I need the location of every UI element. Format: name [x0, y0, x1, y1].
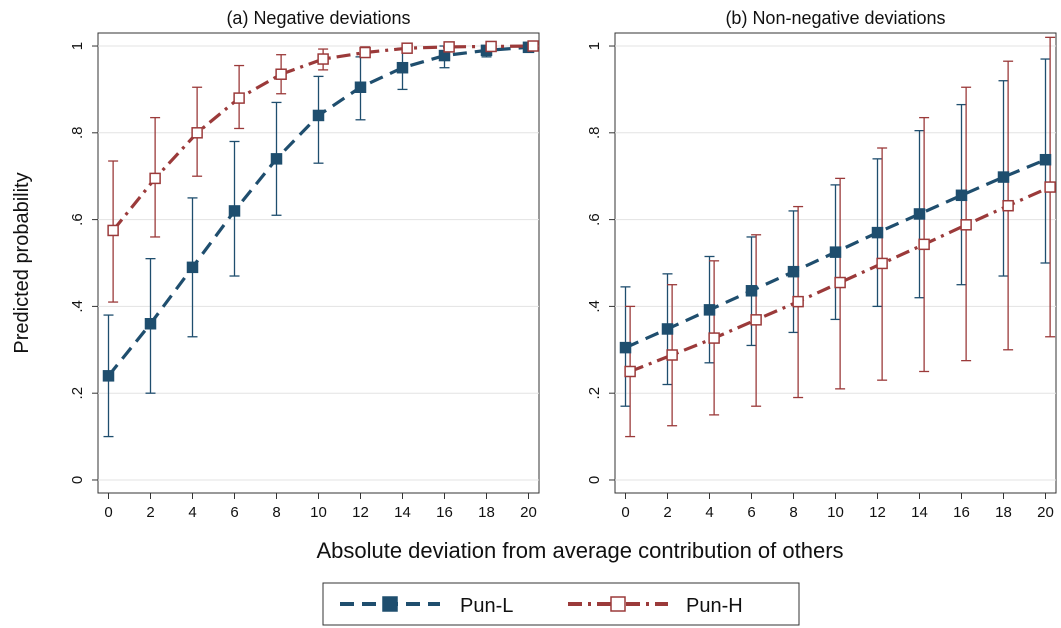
- y-tick-label-a: .8: [69, 127, 86, 140]
- marker-pun-l: [703, 304, 716, 316]
- marker-pun-h: [666, 349, 678, 361]
- marker-pun-h: [1002, 199, 1014, 212]
- marker-pun-h: [624, 365, 636, 378]
- x-tick-label-a: 12: [352, 504, 369, 521]
- marker-pun-l: [102, 370, 115, 382]
- marker-pun-l: [745, 285, 758, 297]
- y-tick-label-a: 1: [69, 42, 86, 50]
- x-tick-label-b: 20: [1037, 504, 1054, 521]
- y-axis-label: Predicted probability: [11, 172, 33, 353]
- x-tick-label-b: 8: [789, 504, 797, 521]
- y-tick-label-a: 0: [69, 476, 86, 484]
- x-tick-label-b: 16: [953, 504, 970, 521]
- marker-pun-l: [997, 171, 1010, 183]
- marker-pun-h: [233, 92, 245, 104]
- x-tick-label-a: 0: [104, 504, 112, 521]
- y-tick-label-a: .2: [69, 387, 86, 400]
- legend-label-pun-h: Pun-H: [686, 595, 743, 617]
- x-tick-label-b: 14: [911, 504, 928, 521]
- x-axis-label: Absolute deviation from average contribu…: [316, 538, 843, 563]
- marker-pun-h: [708, 332, 720, 344]
- marker-pun-l: [354, 81, 367, 93]
- legend-marker-pun-h: [610, 596, 626, 612]
- marker-pun-h: [359, 46, 371, 59]
- x-tick-label-b: 2: [663, 504, 671, 521]
- marker-pun-l: [1039, 153, 1052, 166]
- marker-pun-h: [191, 127, 203, 139]
- marker-pun-h: [527, 40, 539, 52]
- marker-pun-l: [312, 109, 325, 122]
- marker-pun-h: [792, 295, 804, 308]
- marker-pun-l: [228, 205, 241, 217]
- panel-non-negative-deviations: (b) Non-negative deviations 0 .2 .4 .6 .8 1 0…: [586, 8, 1057, 521]
- marker-pun-l: [396, 61, 409, 74]
- x-tick-label-a: 20: [520, 504, 537, 521]
- marker-pun-h: [317, 53, 329, 65]
- marker-pun-l: [270, 153, 283, 165]
- x-tick-label-b: 10: [827, 504, 844, 521]
- x-tick-label-b: 12: [869, 504, 886, 521]
- x-tick-label-a: 16: [436, 504, 453, 521]
- marker-pun-l: [144, 318, 157, 330]
- y-tick-label-b: 0: [586, 476, 603, 484]
- legend-marker-pun-l: [382, 596, 398, 612]
- marker-pun-h: [876, 257, 888, 270]
- marker-pun-h: [275, 68, 287, 80]
- x-tick-label-a: 8: [272, 504, 280, 521]
- x-tick-label-b: 6: [747, 504, 755, 521]
- legend: Pun-L Pun-H: [322, 582, 800, 626]
- y-tick-label-a: .4: [69, 300, 86, 313]
- panel-title-b: (b) Non-negative deviations: [725, 8, 945, 28]
- marker-pun-l: [186, 261, 199, 274]
- marker-pun-h: [1044, 181, 1056, 193]
- x-tick-label-b: 0: [621, 504, 629, 521]
- marker-pun-h: [918, 238, 930, 251]
- series-line-pun-h: [111, 44, 534, 232]
- panel-negative-deviations: (a) Negative deviations 0 .2 .4 .6 .8 1 0 2 4 6 8…: [69, 8, 540, 521]
- x-tick-label-b: 18: [995, 504, 1012, 521]
- marker-pun-l: [871, 226, 884, 239]
- y-tick-label-b: .4: [586, 300, 603, 313]
- legend-label-pun-l: Pun-L: [460, 595, 513, 617]
- marker-pun-l: [619, 341, 632, 354]
- y-tick-label-b: .6: [586, 213, 603, 226]
- x-tick-label-a: 18: [478, 504, 495, 521]
- marker-pun-l: [829, 246, 842, 258]
- y-tick-label-b: .2: [586, 387, 603, 400]
- x-tick-label-a: 4: [188, 504, 196, 521]
- marker-pun-l: [661, 323, 674, 335]
- y-tick-label-a: .6: [69, 213, 86, 226]
- markers-a: [102, 40, 539, 382]
- marker-pun-h: [443, 41, 455, 53]
- y-tick-label-b: .8: [586, 127, 603, 140]
- marker-pun-h: [149, 172, 161, 185]
- x-tick-label-a: 6: [230, 504, 238, 521]
- series-line-pun-h: [629, 185, 1051, 373]
- y-ticks-b: 0 .2 .4 .6 .8 1: [586, 42, 615, 484]
- marker-pun-h: [834, 276, 846, 289]
- marker-pun-h: [401, 42, 413, 54]
- y-ticks-a: 0 .2 .4 .6 .8 1: [69, 42, 98, 484]
- legend-item-pun-l: Pun-L: [340, 595, 513, 617]
- x-tick-label-a: 14: [394, 504, 411, 521]
- marker-pun-h: [107, 224, 119, 237]
- marker-pun-h: [750, 314, 762, 326]
- marker-pun-l: [955, 189, 968, 202]
- x-tick-label-a: 2: [146, 504, 154, 521]
- panel-title-a: (a) Negative deviations: [226, 8, 410, 28]
- x-tick-label-b: 4: [705, 504, 713, 521]
- marker-pun-h: [960, 219, 972, 231]
- marker-pun-h: [485, 40, 497, 53]
- y-tick-label-b: 1: [586, 42, 603, 50]
- markers-b: [619, 153, 1056, 378]
- x-ticks-a: 0 2 4 6 8 10 12 14 16 18 20: [104, 493, 537, 521]
- marker-pun-l: [787, 265, 800, 278]
- legend-box: [322, 582, 800, 626]
- x-ticks-b: 0 2 4 6 8 10 12 14 16 18 20: [621, 493, 1054, 521]
- x-tick-label-a: 10: [310, 504, 327, 521]
- marker-pun-l: [913, 208, 926, 220]
- legend-item-pun-h: Pun-H: [568, 595, 743, 617]
